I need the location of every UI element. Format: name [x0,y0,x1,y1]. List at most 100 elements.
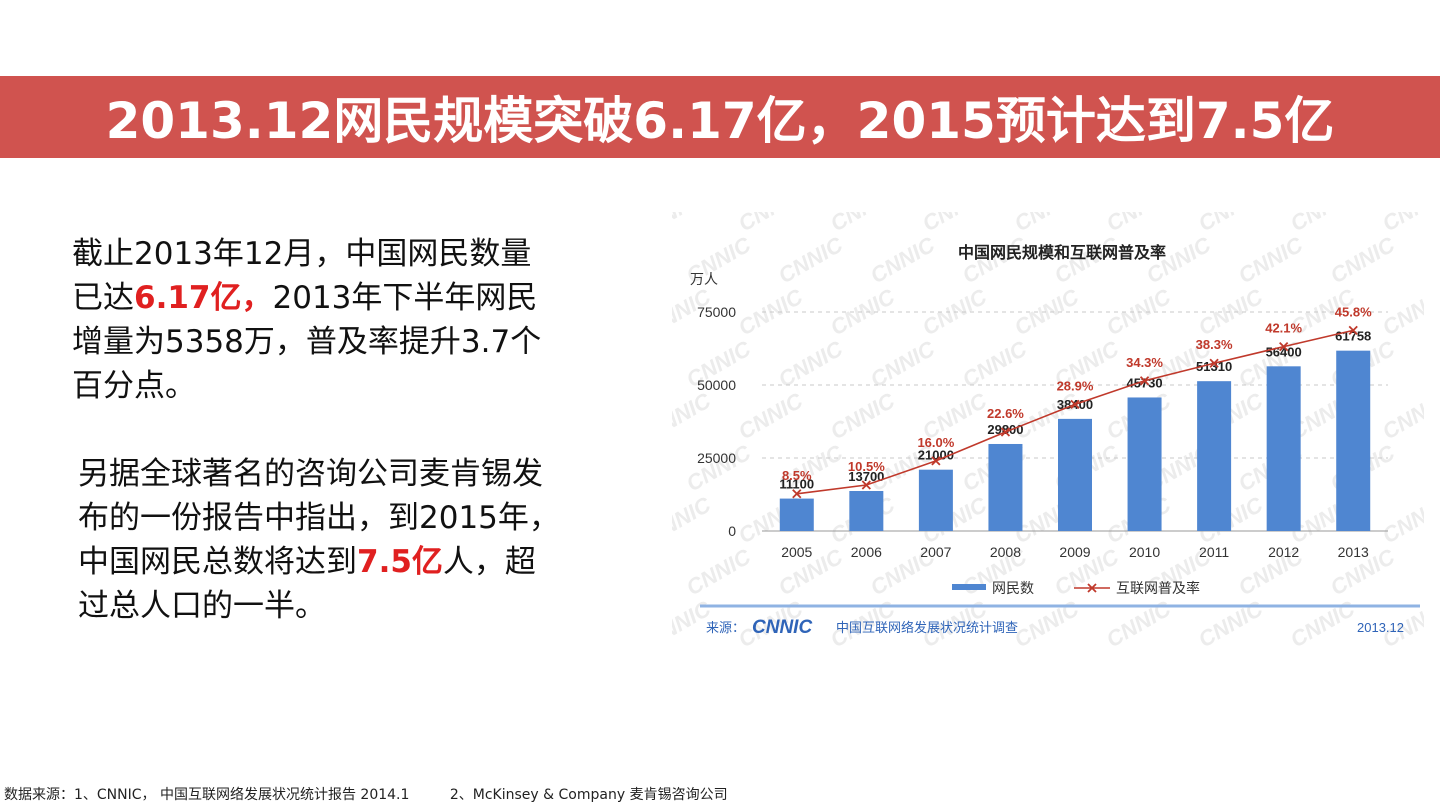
text-block-2: 另据全球著名的咨询公司麦肯锡发 布的一份报告中指出，到2015年， 中国网民总数… [78,452,638,628]
y-axis-label: 万人 [690,271,718,287]
line-point [861,480,871,490]
x-tick-label: 2006 [851,544,882,560]
watermark-text: CNNIC [672,387,716,444]
chart-svg: CNNIC CNNIC CNNIC CNNIC CNNIC CNNIC CNNIC CNNIC… [672,212,1424,648]
watermark-text: CNNIC [1102,595,1176,648]
legend-label-line: 互联网普及率 [1116,580,1200,596]
watermark-text: CNNIC [1378,283,1424,340]
line-value-label: 16.0% [917,435,954,450]
source-date: 2013.12 [1357,620,1404,635]
bar [1336,350,1371,531]
watermark-text: CNNIC [866,335,940,392]
watermark-text: CNNIC [826,387,900,444]
line-point [792,489,802,499]
line-value-label: 45.8% [1335,304,1372,319]
watermark-text: CNNIC [734,387,808,444]
bar [1266,366,1301,531]
line-point [1279,341,1289,352]
watermark-text: CNNIC [918,212,992,236]
watermark-text: CNNIC [1418,231,1424,288]
highlight-value: 7.5亿 [357,544,443,580]
x-tick-label: 2009 [1059,544,1090,560]
highlight-value: 6.17亿， [134,280,273,316]
x-tick-label: 2012 [1268,544,1299,560]
watermark-text: CNNIC [1286,212,1360,236]
watermark-text: CNNIC [826,212,900,236]
text-line: 布的一份报告中指出，到2015年， [78,500,560,536]
text-line: 增量为5358万，普及率提升3.7个 [72,324,542,360]
x-tick-label: 2007 [920,544,951,560]
text-segment: 人，超 [442,544,536,580]
bar [779,498,814,531]
line-point [1070,399,1080,410]
text-line: 百分点。 [72,368,196,404]
bar [1058,418,1092,531]
line-value-label: 38.3% [1196,337,1233,352]
line-value-label: 42.1% [1265,321,1302,336]
y-tick-label: 25000 [697,450,736,466]
watermark-text: CNNIC [1010,212,1084,236]
text-block-1: 截止2013年12月，中国网民数量 已达6.17亿，2013年下半年网民 增量为… [72,232,632,408]
watermark-text: CNNIC [866,231,940,288]
legend-marker-line [1087,583,1097,593]
watermark-text: CNNIC [672,491,716,548]
line-value-label: 34.3% [1126,355,1163,370]
watermark-text: CNNIC [1194,595,1268,648]
watermark-text: CNNIC [734,212,808,236]
x-tick-label: 2010 [1129,544,1160,560]
watermark-text: CNNIC [1102,212,1176,236]
watermark-layer: CNNIC CNNIC CNNIC CNNIC CNNIC CNNIC CNNIC CNNIC… [672,212,1424,648]
footer-sources: 数据来源：1、CNNIC， 中国互联网络发展状况统计报告 2014.1 2、Mc… [4,784,764,804]
bar [918,469,953,531]
line-point [1139,376,1150,386]
watermark-text: CNNIC [774,231,848,288]
watermark-text: CNNIC [958,335,1032,392]
bar-value-label: 51310 [1196,359,1232,374]
line-value-label: 28.9% [1057,378,1094,393]
y-tick-label: 0 [728,523,736,539]
source-label: 来源： [706,620,745,635]
watermark-text: CNNIC [672,212,716,236]
watermark-text: CNNIC [774,335,848,392]
text-line: 另据全球著名的咨询公司麦肯锡发 [78,456,543,492]
watermark-text: CNNIC [1234,231,1308,288]
watermark-text: CNNIC [1418,439,1424,496]
text-line: 截止2013年12月，中国网民数量 [72,236,532,272]
bar-value-label: 11100 [779,477,814,492]
watermark-text: CNNIC [1418,335,1424,392]
bar [1127,397,1162,531]
line-value-label: 10.5% [848,459,885,474]
cnnic-logo: CNNIC [752,617,812,638]
title-banner: 2013.12网民规模突破6.17亿，2015预计达到7.5亿 [0,76,1440,158]
bar-value-label: 13700 [848,469,884,484]
legend-label-bars: 网民数 [992,580,1034,596]
bar [988,443,1023,531]
bar-value-label: 21000 [918,448,954,463]
watermark-text: CNNIC [1378,491,1424,548]
watermark-text: CNNIC [682,439,756,496]
line-point [1348,325,1358,336]
legend-swatch-bars [952,584,986,590]
watermark-text: CNNIC [1418,543,1424,600]
line-point [1000,427,1011,437]
text-segment: 中国网民总数将达到 [78,544,357,580]
y-tick-label: 75000 [697,304,736,320]
footer-source-1: 数据来源：1、CNNIC， 中国互联网络发展状况统计报告 2014.1 [4,787,410,803]
line-value-label: 8.5% [782,468,812,483]
text-line: 已达6.17亿，2013年下半年网民 [72,276,632,320]
x-tick-label: 2013 [1338,544,1369,560]
line-value-label: 22.6% [987,406,1024,421]
line-point [931,456,941,466]
chart-panel: CNNIC CNNIC CNNIC CNNIC CNNIC CNNIC CNNIC CNNIC… [672,212,1424,648]
slide-title: 2013.12网民规模突破6.17亿，2015预计达到7.5亿 [105,92,1335,150]
x-tick-label: 2011 [1199,544,1229,560]
text-segment: 已达 [72,280,134,316]
watermark-text: CNNIC [1326,231,1400,288]
footer-source-2: 2、McKinsey & Company 麦肯锡咨询公司 [449,787,728,803]
source-text: 中国互联网络发展状况统计调查 [836,620,1018,635]
x-tick-label: 2008 [990,544,1021,560]
x-tick-label: 2005 [781,544,812,560]
watermark-text: CNNIC [1010,595,1084,648]
watermark-text: CNNIC [1286,595,1360,648]
text-line: 过总人口的一半。 [78,588,326,624]
